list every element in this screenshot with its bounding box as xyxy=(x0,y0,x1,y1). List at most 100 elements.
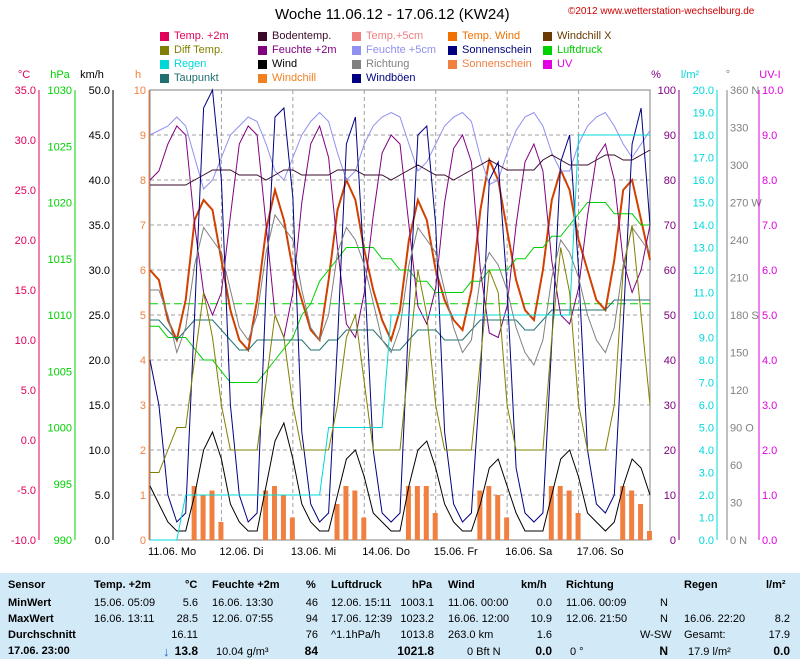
y-tick-sun: 10 xyxy=(134,85,146,97)
current-pres: 1021.8 xyxy=(397,644,434,658)
sunshine-bar xyxy=(191,486,197,540)
y-tick-pressure: 1005 xyxy=(48,366,72,378)
y-tick-humidity: 80 xyxy=(664,175,676,187)
stat-dir_dt: 12.06. 21:50 xyxy=(566,613,628,625)
y-tick-rain: 9.0 xyxy=(699,333,714,345)
sunshine-bar xyxy=(620,486,626,540)
stat-hum_dt: 12.06. 07:55 xyxy=(212,613,274,625)
y-tick-rain: 1.0 xyxy=(699,513,714,525)
sunshine-bar xyxy=(504,517,510,540)
legend-swatch xyxy=(258,74,267,83)
stats-panel: Sensor Temp. +2m °C Feuchte +2m % Luftdr… xyxy=(0,573,800,659)
y-tick-humidity: 60 xyxy=(664,265,676,277)
axis-unit-rain: l/m² xyxy=(681,69,700,81)
sunshine-bar xyxy=(280,495,286,540)
y-tick-wind: 35.0 xyxy=(89,220,110,232)
current-wind: 0.0 xyxy=(535,644,552,658)
stat-temp_dt: 15.06. 05:09 xyxy=(94,597,156,609)
y-tick-sun: 7 xyxy=(140,220,146,232)
y-tick-pressure: 1030 xyxy=(48,85,72,97)
legend-swatch xyxy=(258,60,267,69)
y-tick-direction: 330 xyxy=(730,123,748,135)
y-tick-humidity: 30 xyxy=(664,400,676,412)
axis-unit-direction: ° xyxy=(726,69,730,81)
axis-unit-uv: UV-I xyxy=(759,69,780,81)
sunshine-bar xyxy=(548,486,554,540)
x-tick-label: 14.06. Do xyxy=(362,546,410,558)
sunshine-bar xyxy=(495,495,501,540)
y-tick-rain: 20.0 xyxy=(693,85,714,97)
stat-hum_v: 46 xyxy=(305,597,318,609)
y-tick-wind: 5.0 xyxy=(95,490,110,502)
sunshine-bar xyxy=(405,486,411,540)
legend-label: UV xyxy=(557,58,573,70)
y-tick-wind: 40.0 xyxy=(89,175,110,187)
legend-swatch xyxy=(543,32,552,41)
current-temp: 13.8 xyxy=(174,644,198,658)
y-tick-rain: 19.0 xyxy=(693,108,714,120)
y-tick-rain: 16.0 xyxy=(693,175,714,187)
y-tick-pressure: 990 xyxy=(54,535,72,547)
weather-chart: 11.06. Mo 12.06. Di 13.06. Mi 14.06. Do 15.0… xyxy=(11,69,784,558)
series-richtung xyxy=(150,213,651,367)
stat-hum_v: 76 xyxy=(305,629,318,641)
legend-label: Temp.+5cm xyxy=(366,30,424,42)
legend-label: Windchill X xyxy=(557,30,612,42)
stat-wind_v: 10.9 xyxy=(530,613,552,625)
legend-swatch xyxy=(448,60,457,69)
axis-unit-humidity: % xyxy=(651,69,661,81)
y-tick-rain: 2.0 xyxy=(699,490,714,502)
stat-hum_v: 94 xyxy=(305,613,318,625)
sunshine-bar xyxy=(343,486,349,540)
stat-wind_dt: 16.06. 12:00 xyxy=(448,613,510,625)
legend-swatch xyxy=(352,74,361,83)
col-sensor: Sensor xyxy=(8,579,46,591)
col-dir: Richtung xyxy=(566,579,614,591)
sunshine-bar xyxy=(263,490,269,540)
current-hum: 84 xyxy=(304,644,318,658)
col-rain: Regen xyxy=(684,579,718,591)
y-tick-sun: 5 xyxy=(140,310,146,322)
sunshine-bar xyxy=(566,490,572,540)
legend-label: Sonnenschein xyxy=(462,44,532,56)
y-tick-direction: 300 xyxy=(730,160,748,172)
y-tick-pressure: 995 xyxy=(54,479,72,491)
y-tick-direction: 120 xyxy=(730,385,748,397)
y-tick-direction: 90 O xyxy=(730,423,754,435)
sunshine-bar xyxy=(486,486,492,540)
stat-dir_v: N xyxy=(660,597,668,609)
sunshine-bar xyxy=(432,513,438,540)
current-label: 17.06. 23:00 xyxy=(8,645,70,657)
legend-label: Wind xyxy=(272,58,298,70)
legend-label: Feuchte +5cm xyxy=(366,44,437,56)
y-tick-rain: 0.0 xyxy=(699,535,714,547)
y-tick-pressure: 1020 xyxy=(48,198,72,210)
col-pres-unit: hPa xyxy=(412,579,433,591)
col-hum-unit: % xyxy=(306,579,316,591)
y-tick-uv: 7.0 xyxy=(762,220,777,232)
stat-label: MaxWert xyxy=(8,613,54,625)
y-tick-temp: 15.0 xyxy=(15,285,36,297)
y-tick-rain: 17.0 xyxy=(693,153,714,165)
sunshine-bar xyxy=(272,486,277,540)
x-tick-label: 13.06. Mi xyxy=(291,546,336,558)
legend-swatch xyxy=(448,32,457,41)
y-tick-humidity: 40 xyxy=(664,355,676,367)
y-tick-temp: 25.0 xyxy=(15,185,36,197)
y-tick-rain: 10.0 xyxy=(693,310,714,322)
legend-label: Temp. +2m xyxy=(174,30,229,42)
y-tick-direction: 210 xyxy=(730,273,748,285)
y-tick-rain: 8.0 xyxy=(699,355,714,367)
y-tick-sun: 4 xyxy=(140,355,146,367)
y-tick-rain: 14.0 xyxy=(693,220,714,232)
axis-unit-temp: °C xyxy=(18,69,30,81)
series-feuchte-2m xyxy=(149,124,651,340)
stat-temp_v: 5.6 xyxy=(182,597,198,609)
y-tick-uv: 8.0 xyxy=(762,175,777,187)
col-hum: Feuchte +2m xyxy=(212,579,280,591)
current-rain: 0.0 xyxy=(773,644,790,658)
legend-label: Regen xyxy=(174,58,207,70)
stat-dir_v: N xyxy=(660,613,668,625)
legend-label: Taupunkt xyxy=(174,72,219,84)
series-wind xyxy=(149,421,651,532)
